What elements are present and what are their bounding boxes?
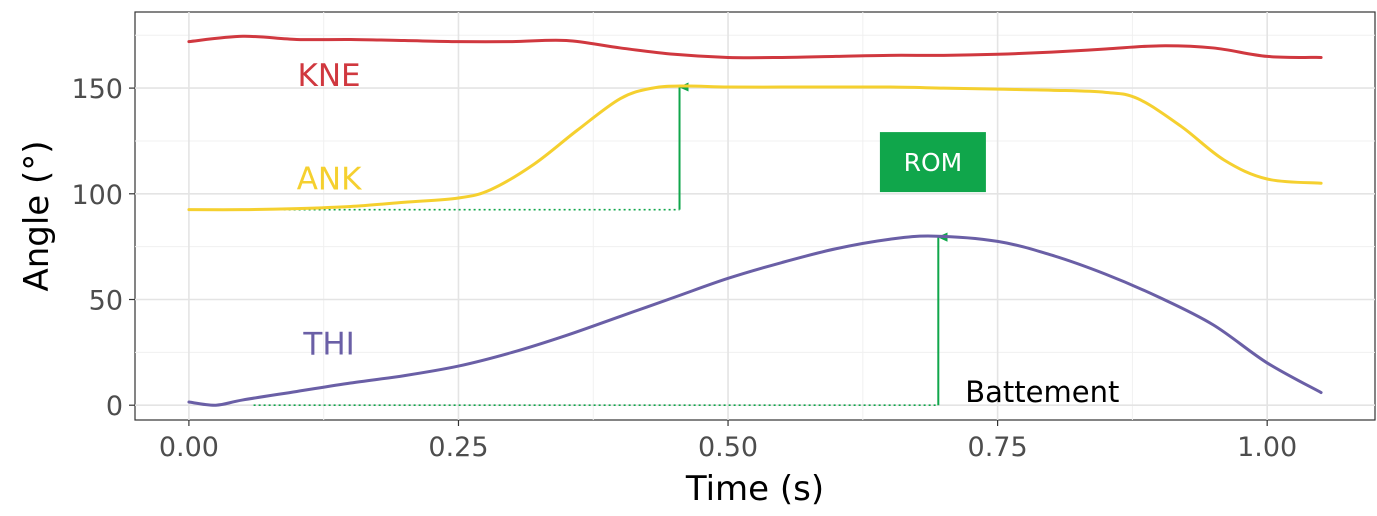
x-tick-label: 0.00 [159,432,219,463]
series-label-thi: THI [302,326,354,362]
rom-badge [879,132,986,193]
y-tick-label: 0 [106,391,123,422]
series-line-thi [187,234,1323,407]
series-lines [187,34,1323,407]
rom-label: ROM [904,148,963,177]
series-labels: KNE ANK THI [297,58,362,362]
series-line-kne [187,34,1323,60]
x-axis-title: Time (s) [685,469,824,509]
x-tick-label: 0.75 [968,432,1028,463]
x-tick-label: 0.25 [428,432,488,463]
annotation-lines [253,87,939,407]
annotations: ROM Battement [879,132,1119,409]
series-label-kne: KNE [298,58,361,94]
grid [135,12,1375,420]
series-line-ank [187,84,1323,212]
x-tick-label: 0.50 [698,432,758,463]
ticks: 0.00 0.25 0.50 0.75 1.00 0 50 100 150 [71,74,1297,463]
y-tick-label: 100 [71,180,123,211]
series-label-ank: ANK [297,162,362,198]
y-axis-title: Angle (°) [17,140,57,291]
x-tick-label: 1.00 [1237,432,1297,463]
y-tick-label: 50 [89,286,123,317]
y-tick-label: 150 [71,74,123,105]
battement-label: Battement [965,375,1119,409]
